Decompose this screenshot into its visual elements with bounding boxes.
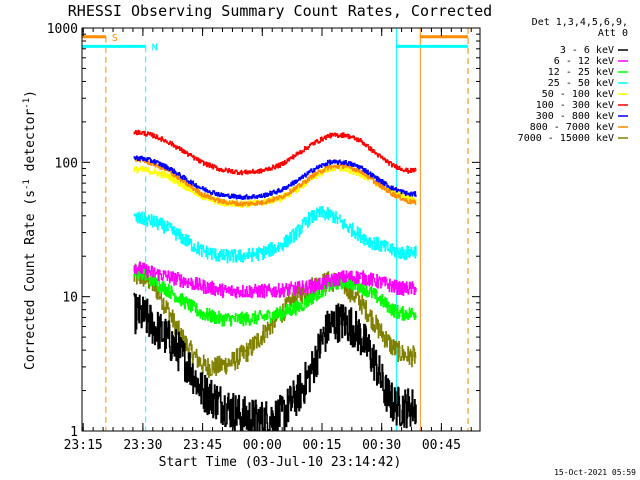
chart-title: RHESSI Observing Summary Count Rates, Co… (68, 2, 492, 20)
y-label-part: -1 (22, 98, 32, 109)
x-tick-label: 00:30 (362, 438, 401, 453)
series-line-12to25keV (133, 263, 417, 327)
legend-label: 7000 - 15000 keV (518, 133, 614, 144)
series-line-300to800keV (133, 155, 417, 201)
legend-label: 300 - 800 keV (536, 111, 614, 122)
y-label-part: Corrected Count Rate (s (23, 190, 38, 370)
legend-label: 800 - 7000 keV (530, 122, 614, 133)
legend-label: 12 - 25 keV (548, 67, 614, 78)
plot-area: SN (82, 28, 469, 431)
legend-label: 50 - 100 keV (542, 89, 614, 100)
series-line-100to300keV (133, 129, 417, 176)
legend-label: 6 - 12 keV (554, 56, 614, 67)
plot-frame (81, 27, 481, 432)
series-line-6to12keV (133, 261, 417, 299)
legend-label: 100 - 300 keV (536, 100, 614, 111)
x-tick-label: 00:00 (243, 438, 282, 453)
y-label-part: -1 (22, 179, 32, 190)
y-tick-label: 10 (62, 291, 78, 306)
footer-date: 15-Oct-2021 05:59 (554, 468, 636, 477)
series-line-7000to15000keV (133, 265, 417, 378)
series-line-25to50keV (133, 205, 417, 264)
series-line-3to6keV (133, 292, 417, 431)
x-tick-label: 23:30 (123, 438, 162, 453)
legend-label: 25 - 50 keV (548, 78, 614, 89)
y-tick-label: 100 (55, 156, 78, 171)
y-label-part: detector (23, 109, 38, 180)
y-tick-label: 1000 (47, 22, 78, 37)
y-tick-label: 1 (70, 425, 78, 440)
annotation-label-s: S (112, 33, 118, 44)
x-tick-label: 00:45 (422, 438, 461, 453)
x-axis-label: Start Time (03-Jul-10 23:14:42) (159, 455, 402, 470)
x-tick-label: 23:15 (64, 438, 103, 453)
y-label-part: ) (23, 90, 38, 98)
series-line-800to7000keV (133, 156, 417, 207)
legend-label: 3 - 6 keV (560, 45, 614, 56)
legend-header-line: Att 0 (598, 28, 628, 39)
y-axis-label: Corrected Count Rate (s-1 detector-1) (22, 90, 38, 370)
x-tick-label: 00:15 (302, 438, 341, 453)
annotation-label-n: N (152, 42, 158, 53)
legend-header-line: Det 1,3,4,5,6,9, (532, 17, 628, 28)
x-tick-label: 23:45 (183, 438, 222, 453)
